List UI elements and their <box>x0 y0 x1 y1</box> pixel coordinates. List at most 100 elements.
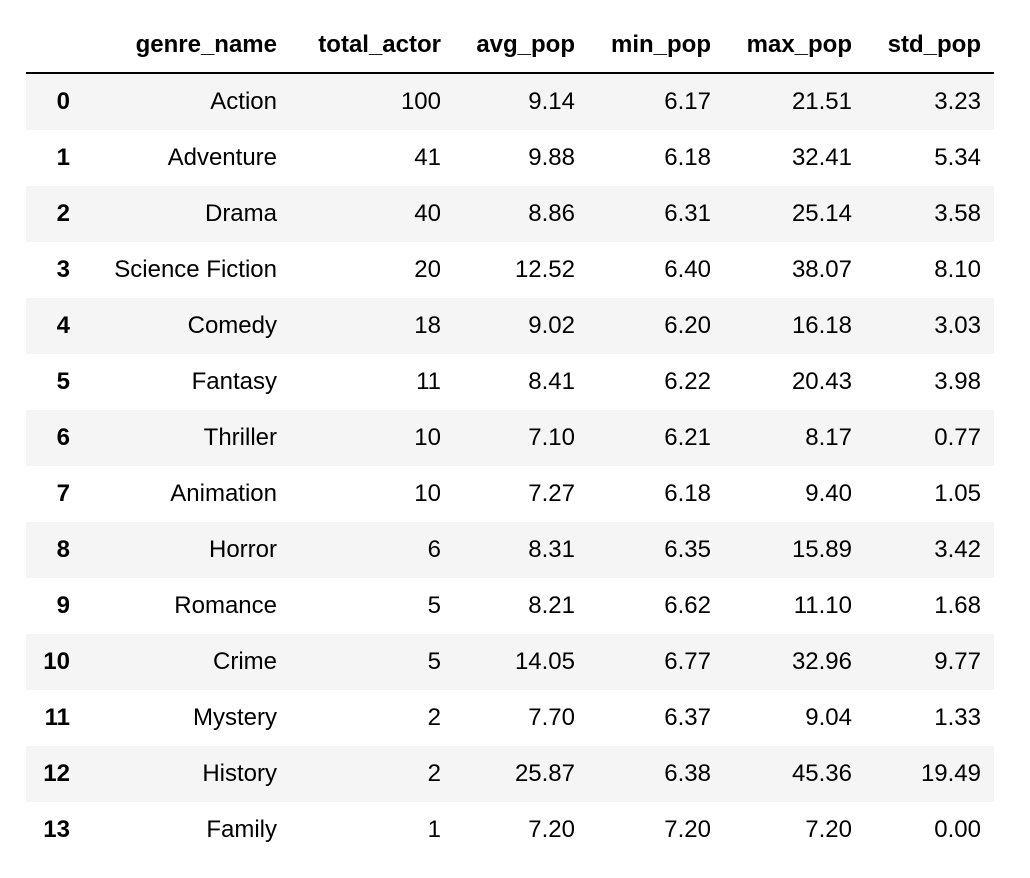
cell-avg-pop: 8.31 <box>528 536 575 563</box>
cell-min-pop: 6.18 <box>664 480 711 507</box>
cell-avg-pop: 7.10 <box>528 424 575 451</box>
cell-total-actor: 5 <box>427 648 441 675</box>
cell-min-pop: 6.31 <box>664 200 711 227</box>
table-row: 2 Drama 40 8.86 6.31 25.14 3.58 <box>26 186 994 242</box>
cell-total-actor: 18 <box>414 312 441 339</box>
cell-std-pop: 9.77 <box>934 648 981 675</box>
cell-std-pop: 1.33 <box>934 704 981 731</box>
cell-std-pop: 5.34 <box>934 144 981 171</box>
row-index: 12 <box>43 760 70 787</box>
cell-max-pop: 38.07 <box>791 256 852 283</box>
cell-total-actor: 10 <box>414 424 441 451</box>
cell-std-pop: 8.10 <box>934 256 981 283</box>
row-index: 7 <box>56 480 70 507</box>
cell-genre-name: Adventure <box>167 144 277 171</box>
header-avg-pop: avg_pop <box>454 18 588 74</box>
cell-avg-pop: 12.52 <box>514 256 575 283</box>
cell-genre-name: Science Fiction <box>114 256 277 283</box>
table-row: 9 Romance 5 8.21 6.62 11.10 1.68 <box>26 578 994 634</box>
cell-total-actor: 10 <box>414 480 441 507</box>
cell-genre-name: Comedy <box>187 312 277 339</box>
cell-max-pop: 21.51 <box>791 88 852 115</box>
cell-std-pop: 3.58 <box>934 200 981 227</box>
cell-genre-name: History <box>202 760 277 787</box>
table-row: 11 Mystery 2 7.70 6.37 9.04 1.33 <box>26 690 994 746</box>
row-index: 5 <box>56 368 70 395</box>
header-max-pop: max_pop <box>724 18 865 74</box>
cell-avg-pop: 9.88 <box>528 144 575 171</box>
cell-avg-pop: 7.27 <box>528 480 575 507</box>
cell-genre-name: Romance <box>174 592 277 619</box>
cell-std-pop: 1.68 <box>934 592 981 619</box>
table-row: 10 Crime 5 14.05 6.77 32.96 9.77 <box>26 634 994 690</box>
table-row: 13 Family 1 7.20 7.20 7.20 0.00 <box>26 802 994 858</box>
header-genre-name: genre_name <box>83 18 290 74</box>
cell-total-actor: 100 <box>400 88 441 115</box>
cell-max-pop: 15.89 <box>791 536 852 563</box>
cell-total-actor: 40 <box>414 200 441 227</box>
table-row: 0 Action 100 9.14 6.17 21.51 3.23 <box>26 73 994 130</box>
dataframe-output: genre_name total_actor avg_pop min_pop m… <box>26 18 994 858</box>
row-index: 3 <box>56 256 70 283</box>
row-index: 4 <box>56 312 70 339</box>
cell-min-pop: 6.40 <box>664 256 711 283</box>
table-row: 3 Science Fiction 20 12.52 6.40 38.07 8.… <box>26 242 994 298</box>
cell-std-pop: 3.98 <box>934 368 981 395</box>
cell-genre-name: Animation <box>170 480 277 507</box>
cell-std-pop: 3.23 <box>934 88 981 115</box>
cell-genre-name: Action <box>210 88 277 115</box>
row-index: 6 <box>56 424 70 451</box>
dataframe-table: genre_name total_actor avg_pop min_pop m… <box>26 18 994 858</box>
row-index: 1 <box>56 144 70 171</box>
cell-total-actor: 6 <box>427 536 441 563</box>
cell-avg-pop: 9.02 <box>528 312 575 339</box>
table-row: 7 Animation 10 7.27 6.18 9.40 1.05 <box>26 466 994 522</box>
cell-genre-name: Mystery <box>193 704 277 731</box>
cell-genre-name: Horror <box>208 536 277 563</box>
cell-avg-pop: 9.14 <box>528 88 575 115</box>
cell-min-pop: 6.77 <box>664 648 711 675</box>
cell-max-pop: 25.14 <box>791 200 852 227</box>
cell-min-pop: 6.35 <box>664 536 711 563</box>
cell-avg-pop: 8.21 <box>528 592 575 619</box>
cell-min-pop: 6.20 <box>664 312 711 339</box>
cell-std-pop: 0.00 <box>934 816 981 843</box>
row-index: 9 <box>56 592 70 619</box>
cell-max-pop: 8.17 <box>805 424 852 451</box>
row-index: 13 <box>43 816 70 843</box>
table-row: 1 Adventure 41 9.88 6.18 32.41 5.34 <box>26 130 994 186</box>
cell-total-actor: 11 <box>416 368 441 395</box>
cell-genre-name: Thriller <box>203 424 277 451</box>
table-header: genre_name total_actor avg_pop min_pop m… <box>26 18 994 74</box>
cell-genre-name: Drama <box>204 200 277 227</box>
cell-total-actor: 2 <box>427 760 441 787</box>
cell-avg-pop: 7.20 <box>528 816 575 843</box>
cell-genre-name: Fantasy <box>191 368 277 395</box>
row-index: 8 <box>56 536 70 563</box>
cell-max-pop: 45.36 <box>791 760 852 787</box>
cell-max-pop: 32.41 <box>791 144 852 171</box>
table-row: 5 Fantasy 11 8.41 6.22 20.43 3.98 <box>26 354 994 410</box>
cell-total-actor: 2 <box>427 704 441 731</box>
table-row: 6 Thriller 10 7.10 6.21 8.17 0.77 <box>26 410 994 466</box>
cell-max-pop: 9.40 <box>805 480 852 507</box>
cell-min-pop: 6.22 <box>664 368 711 395</box>
cell-min-pop: 6.38 <box>664 760 711 787</box>
header-total-actor: total_actor <box>290 18 454 74</box>
header-std-pop: std_pop <box>865 18 994 74</box>
cell-total-actor: 5 <box>427 592 441 619</box>
cell-avg-pop: 25.87 <box>514 760 575 787</box>
row-index: 2 <box>56 200 70 227</box>
cell-total-actor: 41 <box>414 144 441 171</box>
cell-total-actor: 1 <box>427 816 441 843</box>
cell-min-pop: 6.62 <box>664 592 711 619</box>
cell-std-pop: 0.77 <box>934 424 981 451</box>
table-row: 4 Comedy 18 9.02 6.20 16.18 3.03 <box>26 298 994 354</box>
cell-max-pop: 32.96 <box>791 648 852 675</box>
cell-std-pop: 3.03 <box>934 312 981 339</box>
header-index <box>26 18 83 74</box>
header-row: genre_name total_actor avg_pop min_pop m… <box>26 18 994 74</box>
cell-avg-pop: 7.70 <box>528 704 575 731</box>
cell-genre-name: Family <box>206 816 277 843</box>
header-min-pop: min_pop <box>588 18 724 74</box>
